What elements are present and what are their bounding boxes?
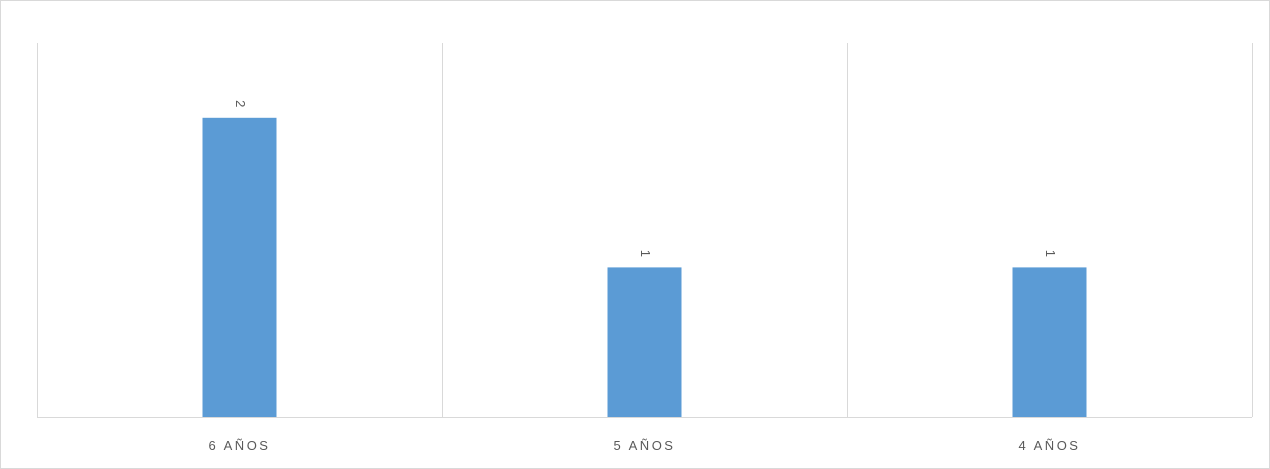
x-axis: 6 AÑOS 5 AÑOS 4 AÑOS	[37, 417, 1252, 453]
bars	[202, 117, 1087, 418]
bar-3	[1012, 267, 1087, 417]
data-label-1: 2	[233, 100, 248, 107]
gridlines	[37, 43, 1253, 417]
x-tick-label-3: 4 AÑOS	[1019, 438, 1081, 453]
x-tick-label-1: 6 AÑOS	[209, 438, 271, 453]
data-label-3: 1	[1043, 250, 1058, 257]
x-tick-label-2: 5 AÑOS	[614, 438, 676, 453]
bar-2	[607, 267, 682, 417]
bar-1	[202, 117, 277, 418]
data-label-2: 1	[638, 250, 653, 257]
data-labels: 2 1 1	[233, 100, 1058, 257]
